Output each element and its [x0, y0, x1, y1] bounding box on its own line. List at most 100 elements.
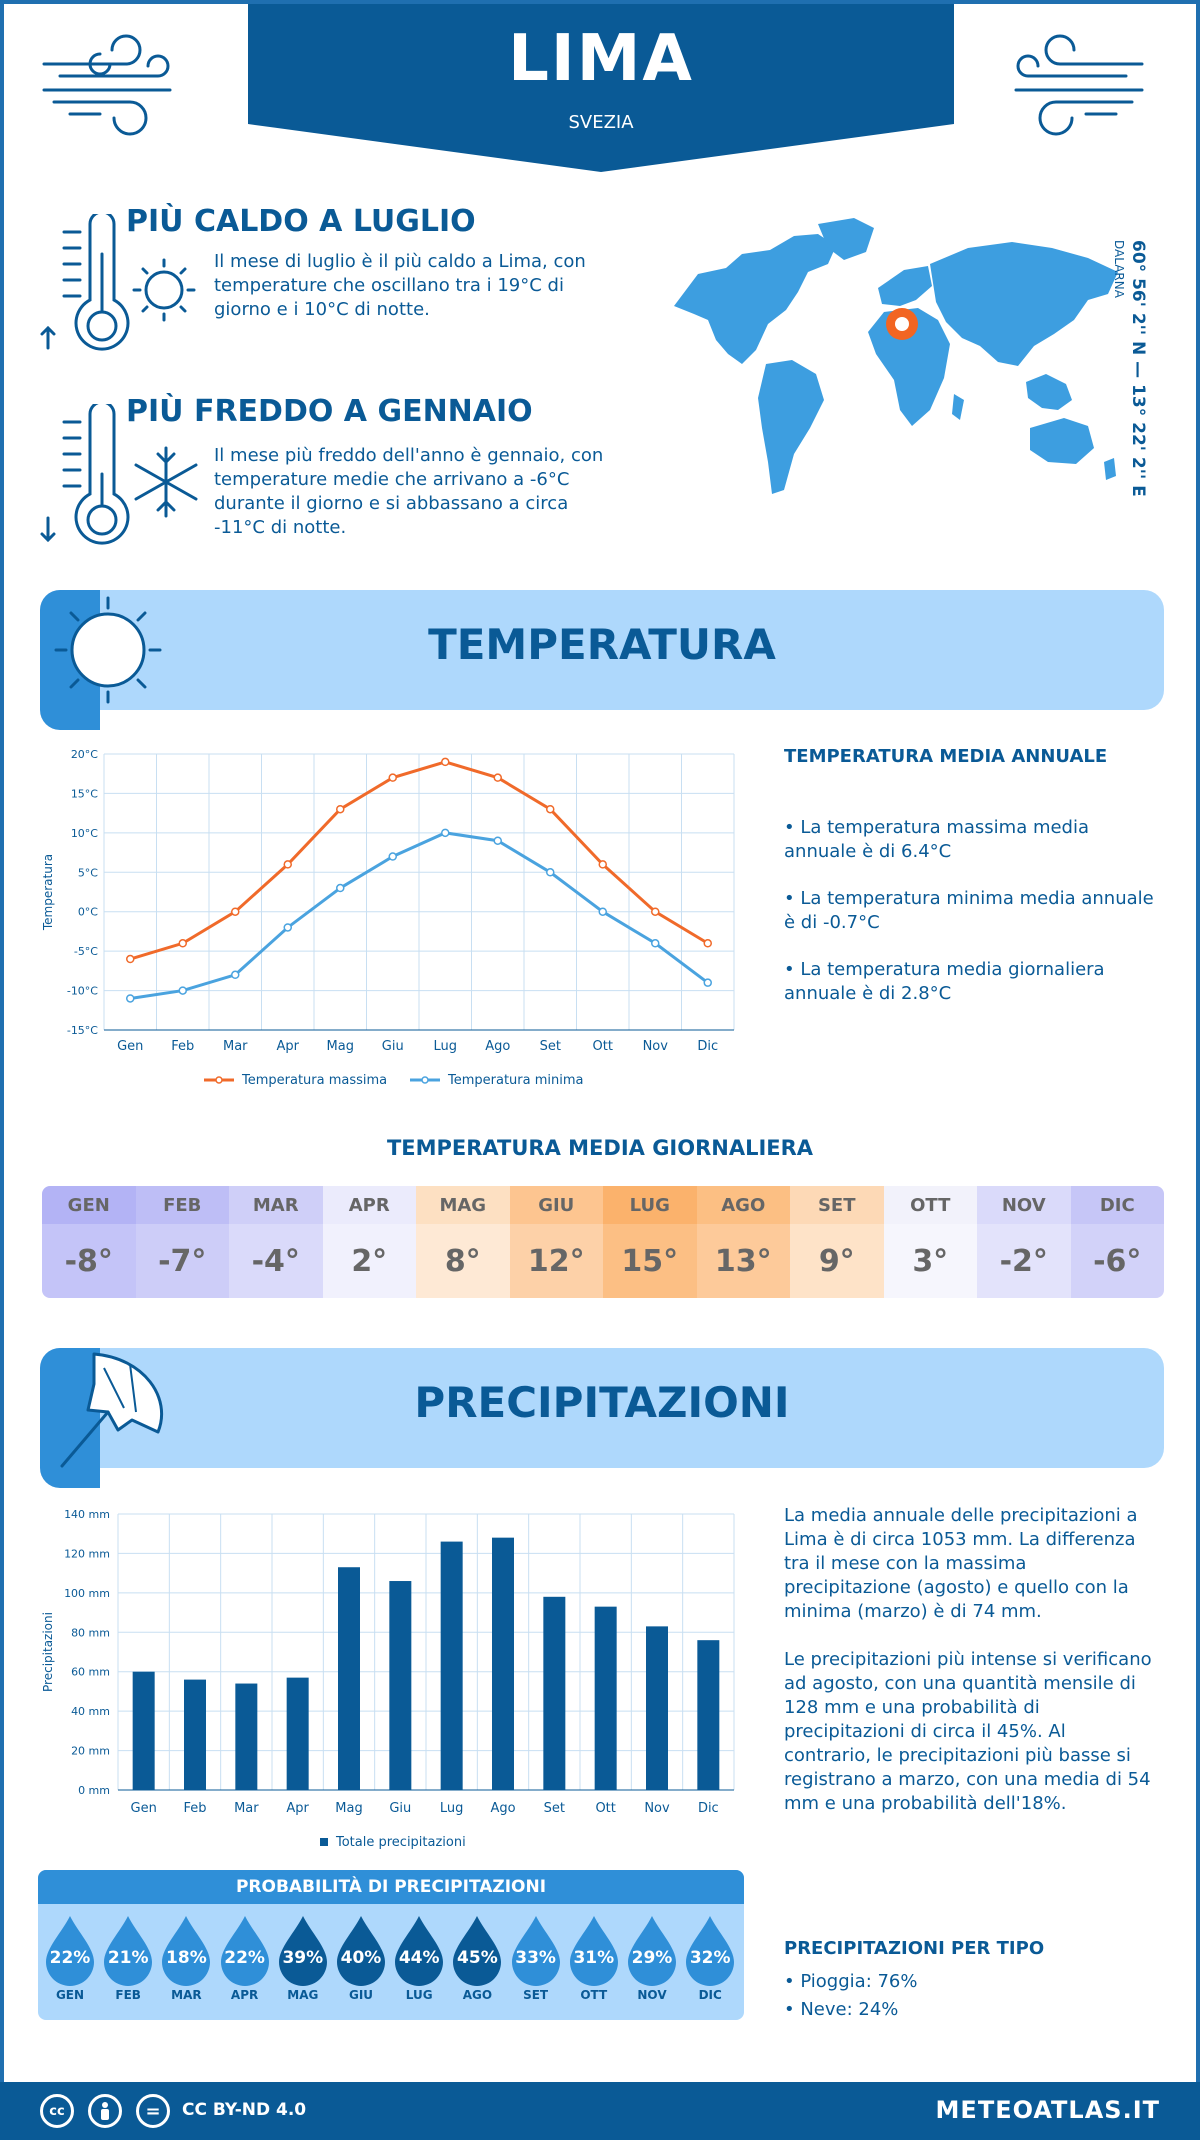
y-tick-label: 60 mm	[71, 1666, 110, 1679]
drop-icon	[628, 1916, 676, 1986]
data-point	[651, 939, 660, 948]
x-tick-label: Dic	[697, 1039, 718, 1054]
y-tick-label: 10°C	[71, 827, 98, 840]
month-temperature: 13°	[696, 1224, 790, 1298]
precipitation-bar	[440, 1541, 463, 1790]
data-point	[493, 836, 502, 845]
chart-grid	[103, 753, 735, 1031]
x-tick-label: Ago	[490, 1801, 515, 1816]
probability-value: 33%	[515, 1948, 556, 1968]
probability-drop: 33% SET	[510, 1914, 562, 2006]
month-name: SET	[790, 1186, 884, 1224]
probability-value: 29%	[631, 1948, 673, 1968]
region-label: DALARNA	[1112, 240, 1126, 298]
y-axis-label: Precipitazioni	[41, 1612, 55, 1692]
x-tick-label: Dic	[698, 1801, 719, 1816]
legend-label: Temperatura minima	[447, 1073, 584, 1088]
x-tick-label: Gen	[131, 1801, 157, 1816]
probability-value: 22%	[49, 1948, 91, 1968]
drop-icon	[395, 1916, 444, 1986]
month-column: APR 2°	[322, 1186, 416, 1298]
drop-icon	[453, 1916, 502, 1986]
data-point	[336, 804, 345, 814]
x-tick-label: Giu	[389, 1801, 411, 1816]
month-column: MAR -4°	[229, 1186, 323, 1298]
precip-type-rain: • Pioggia: 76%	[784, 1971, 918, 1992]
x-tick-label: Apr	[277, 1039, 300, 1054]
drop-icon	[337, 1916, 385, 1986]
month-column: GIU 12°	[509, 1186, 603, 1298]
month-temperature: -6°	[1070, 1224, 1164, 1298]
data-point	[546, 868, 555, 877]
month-temperature: 3°	[883, 1224, 977, 1298]
wind-icon	[1014, 34, 1144, 136]
probability-title: PROBABILITÀ DI PRECIPITAZIONI	[38, 1870, 744, 1904]
daily-table-title: TEMPERATURA MEDIA GIORNALIERA	[386, 1136, 814, 1160]
month-temperature: 15°	[603, 1224, 697, 1298]
site-link[interactable]: METEOATLAS.IT	[935, 2096, 1160, 2124]
month-name: GEN	[42, 1186, 136, 1224]
probability-drop: 40% GIU	[335, 1914, 387, 2006]
precipitation-bar	[492, 1537, 514, 1790]
temperature-chart: -15°C -10°C -5°C 0°C 5°C 10°C 15°C 20°C Gen Feb Ma…	[41, 748, 735, 1088]
y-tick-label: 40 mm	[71, 1705, 110, 1718]
month-temperature: -4°	[229, 1224, 323, 1298]
x-tick-label: Feb	[171, 1039, 194, 1054]
data-point	[651, 907, 660, 916]
probability-value: 40%	[340, 1948, 382, 1968]
data-point	[441, 757, 450, 767]
thermometer-cold-icon	[40, 404, 198, 545]
series-line	[129, 760, 709, 961]
thermometer-hot-icon	[40, 214, 196, 351]
y-tick-label: 5°C	[78, 866, 98, 879]
drop-icon	[278, 1916, 327, 1986]
data-point	[178, 939, 187, 948]
y-tick-label: 0 mm	[78, 1784, 110, 1797]
x-tick-label: Mar	[234, 1801, 259, 1816]
probability-drop: 39% MAG	[277, 1914, 329, 2006]
month-name: GIU	[509, 1186, 603, 1224]
no-derivatives-icon: =	[136, 2094, 170, 2128]
month-name: FEB	[135, 1186, 229, 1224]
precipitation-title: PRECIPITAZIONI	[414, 1378, 790, 1427]
probability-value: 45%	[457, 1948, 498, 1968]
data-point	[231, 970, 240, 980]
x-tick-label: Set	[544, 1801, 565, 1816]
probability-drop: 31% OTT	[568, 1914, 620, 2006]
x-tick-label: Gen	[117, 1039, 143, 1054]
x-tick-label: Nov	[643, 1039, 669, 1054]
cc-icon: cc	[40, 2094, 74, 2128]
precip-text-1: La media annuale delle precipitazioni a …	[784, 1505, 1138, 1622]
probability-drop: 22% APR	[219, 1914, 271, 2006]
warmest-text: Il mese di luglio è il più caldo a Lima,…	[214, 251, 586, 320]
month-column: GEN -8°	[42, 1186, 136, 1298]
month-temperature: -7°	[135, 1224, 229, 1298]
y-tick-label: -15°C	[67, 1024, 98, 1037]
probability-value: 44%	[398, 1948, 440, 1968]
x-tick-label: Feb	[183, 1801, 206, 1816]
temp-annual-title: TEMPERATURA MEDIA ANNUALE	[784, 746, 1108, 767]
precipitation-probability: PROBABILITÀ DI PRECIPITAZIONI 22% GEN 21% F…	[38, 1870, 744, 2020]
probability-value: 39%	[282, 1948, 324, 1968]
precipitation-bar	[646, 1626, 668, 1790]
x-tick-label: Mar	[223, 1039, 248, 1054]
month-temperature: 12°	[509, 1224, 603, 1298]
probability-drop: 44% LUG	[393, 1914, 445, 2006]
probability-value: 18%	[166, 1948, 207, 1968]
precip-text-2: Le precipitazioni più intense si verific…	[784, 1649, 1152, 1814]
series-line	[130, 831, 709, 1000]
probability-month: SET	[523, 1988, 549, 2002]
month-temperature: 9°	[790, 1224, 884, 1298]
precipitation-bar	[543, 1596, 566, 1790]
y-tick-label: 120 mm	[64, 1547, 110, 1560]
drop-icon	[104, 1916, 153, 1986]
data-point	[283, 923, 292, 932]
x-tick-label: Lug	[433, 1039, 457, 1054]
probability-drop: 18% MAR	[160, 1914, 212, 2006]
month-column: MAG 8°	[416, 1186, 510, 1298]
probability-month: NOV	[637, 1988, 667, 2002]
license-label[interactable]: CC BY-ND 4.0	[182, 2100, 307, 2120]
probability-month: FEB	[115, 1988, 141, 2002]
month-name: LUG	[603, 1186, 697, 1224]
month-column: FEB -7°	[135, 1186, 229, 1298]
